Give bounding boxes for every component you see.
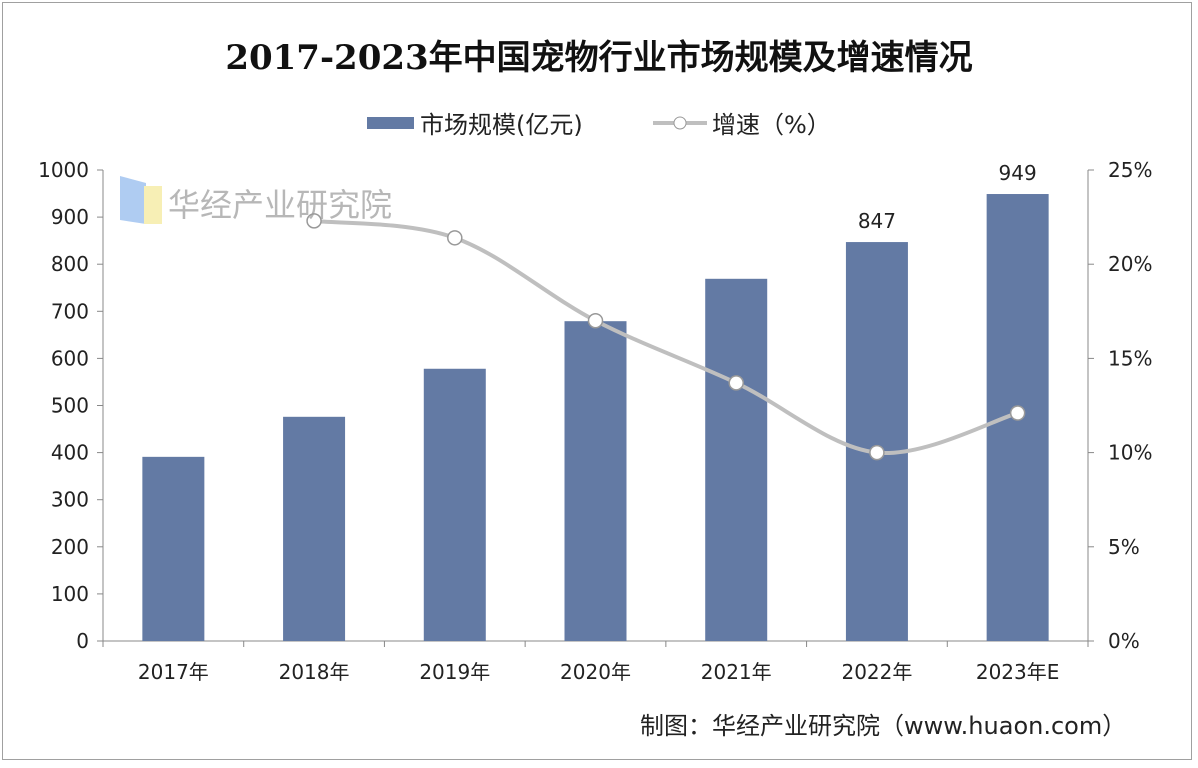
y2-tick-label: 10% xyxy=(1108,441,1152,465)
bar xyxy=(423,368,486,641)
y2-tick-label: 20% xyxy=(1108,252,1152,276)
y-tick-label: 100 xyxy=(51,582,89,606)
legend-line-marker xyxy=(673,116,687,130)
bar-data-label: 949 xyxy=(999,161,1037,185)
growth-point xyxy=(869,444,885,461)
growth-point xyxy=(728,375,744,391)
source-note: 制图：华经产业研究院（www.huaon.com） xyxy=(640,712,1127,740)
y-tick-label: 0 xyxy=(76,629,89,653)
x-tick-label: 2020年 xyxy=(560,660,631,684)
y2-tick-label: 15% xyxy=(1108,346,1152,370)
y-tick-label: 900 xyxy=(51,205,89,229)
x-tick-label: 2017年 xyxy=(138,660,209,684)
y-tick-label: 200 xyxy=(51,535,89,559)
growth-point xyxy=(447,230,463,246)
x-tick-label: 2018年 xyxy=(279,660,350,684)
watermark-text: 华经产业研究院 xyxy=(168,186,393,224)
bar xyxy=(283,416,346,641)
bar xyxy=(845,242,908,642)
y-tick-label: 300 xyxy=(51,488,89,512)
y-tick-label: 700 xyxy=(51,299,89,323)
growth-line xyxy=(313,218,1019,456)
bar-data-label: 847 xyxy=(858,209,896,233)
legend-bar-swatch xyxy=(367,117,414,129)
growth-point xyxy=(587,312,604,329)
watermark-logo xyxy=(120,176,164,228)
y-tick-label: 400 xyxy=(51,441,89,465)
x-tick-label: 2023年E xyxy=(976,660,1060,684)
bar xyxy=(705,278,768,641)
legend-line-label: 增速（%） xyxy=(712,111,831,139)
chart-title: 2017-2023年中国宠物行业市场规模及增速情况 xyxy=(225,38,973,78)
legend-bar-label: 市场规模(亿元) xyxy=(420,111,583,139)
growth-point xyxy=(1009,405,1026,421)
y-tick-label: 1000 xyxy=(38,158,89,182)
y-tick-label: 600 xyxy=(51,346,89,370)
y2-tick-label: 5% xyxy=(1108,535,1140,559)
y2-tick-label: 0% xyxy=(1108,629,1140,653)
y-tick-label: 500 xyxy=(51,394,89,418)
y-tick-label: 800 xyxy=(51,252,89,276)
x-tick-label: 2022年 xyxy=(841,660,912,684)
growth-point xyxy=(306,213,322,229)
x-tick-label: 2019年 xyxy=(419,660,490,684)
x-tick-label: 2021年 xyxy=(701,660,772,684)
y2-tick-label: 25% xyxy=(1108,158,1152,182)
bar xyxy=(142,456,205,641)
bar xyxy=(564,321,627,641)
